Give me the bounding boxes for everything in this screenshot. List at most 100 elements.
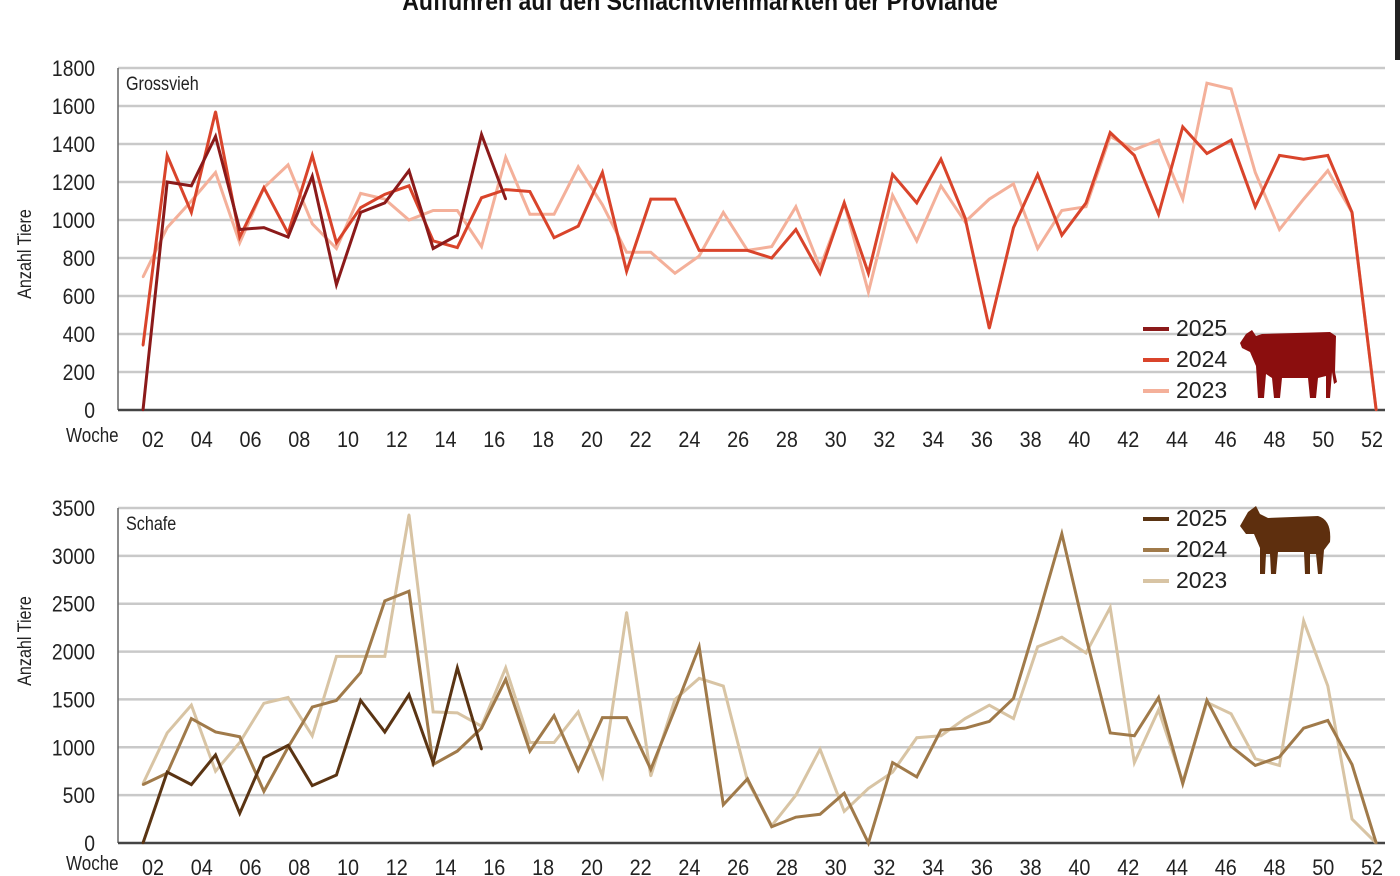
data-point-2024 [818, 272, 822, 275]
series-line-2024 [142, 527, 1378, 848]
data-point-2024 [456, 246, 459, 249]
data-point-2024 [1229, 745, 1233, 748]
data-point-2023 [383, 655, 386, 658]
x-tick-label: 42 [1117, 856, 1139, 875]
x-tick-label: 48 [1263, 428, 1285, 452]
data-point-2025 [480, 133, 483, 136]
data-point-2023 [722, 684, 725, 688]
data-point-2023 [1157, 139, 1160, 142]
data-point-2025 [238, 228, 241, 231]
data-point-2024 [963, 726, 967, 730]
x-tick-label: 08 [288, 428, 310, 452]
data-point-2024 [988, 327, 991, 330]
y-tick-label: 600 [63, 285, 95, 309]
data-point-2023 [1302, 197, 1305, 201]
x-tick-label: 38 [1020, 428, 1042, 452]
data-point-2023 [165, 731, 169, 735]
x-tick-label: 02 [142, 428, 164, 452]
data-point-2023 [528, 741, 532, 744]
data-point-2025 [431, 761, 435, 764]
data-point-2023 [1254, 171, 1257, 174]
data-point-2024 [1326, 154, 1330, 157]
data-point-2025 [165, 770, 169, 774]
data-point-2023 [915, 736, 918, 739]
data-point-2024 [625, 270, 628, 273]
data-point-2024 [722, 249, 725, 252]
data-point-2023 [988, 197, 991, 201]
data-point-2023 [697, 254, 701, 258]
data-point-2023 [939, 734, 943, 737]
data-point-2024 [431, 239, 435, 243]
y-tick-label: 1000 [52, 736, 95, 760]
data-point-2024 [577, 769, 580, 772]
data-point-2023 [1036, 645, 1039, 648]
legend-item-2023: 2023 [1143, 375, 1227, 406]
data-point-2024 [1229, 139, 1233, 142]
data-point-2023 [431, 209, 435, 212]
x-tick-label: 48 [1263, 856, 1285, 875]
data-point-2023 [601, 203, 604, 206]
data-point-2024 [577, 224, 580, 228]
data-point-2024 [649, 197, 652, 201]
data-point-2025 [335, 283, 338, 286]
legend-label: 2025 [1176, 315, 1228, 341]
x-tick-label: 34 [922, 428, 944, 452]
data-point-2024 [1084, 201, 1088, 205]
data-point-2023 [1326, 684, 1330, 688]
x-tick-label: 24 [678, 428, 700, 452]
data-point-2024 [601, 716, 604, 719]
data-point-2025 [214, 753, 217, 757]
data-point-2023 [1229, 87, 1233, 91]
data-point-2024 [794, 228, 798, 231]
data-point-2024 [552, 236, 556, 239]
y-tick-label: 1200 [52, 171, 95, 195]
data-point-2023 [673, 698, 677, 701]
data-point-2024 [988, 720, 991, 723]
data-point-2023 [1326, 169, 1330, 172]
data-point-2024 [1084, 636, 1088, 639]
x-tick-label: 12 [386, 428, 408, 452]
data-point-2023 [407, 218, 411, 222]
x-tick-label: 10 [337, 428, 359, 452]
data-point-2024 [1133, 734, 1136, 737]
legend-swatch [1143, 357, 1169, 362]
legend-label: 2024 [1176, 536, 1228, 562]
data-point-2023 [311, 222, 314, 225]
data-point-2025 [141, 841, 145, 845]
legend-swatch [1143, 516, 1169, 521]
data-point-2025 [504, 197, 507, 201]
data-point-2023 [794, 205, 798, 208]
data-point-2023 [867, 787, 870, 790]
data-point-2024 [238, 235, 241, 239]
x-tick-label: 40 [1068, 856, 1090, 875]
data-point-2023 [891, 194, 894, 197]
data-point-2024 [939, 158, 943, 161]
chart-title: Auffuhren auf den Schlachtviehmärkten de… [402, 0, 998, 16]
x-tick-label: 34 [922, 856, 944, 875]
x-axis-label-bottom: Woche [66, 853, 119, 875]
data-point-2025 [165, 180, 169, 184]
data-point-2024 [673, 197, 677, 201]
data-point-2024 [794, 815, 798, 819]
data-point-2025 [456, 234, 459, 237]
y-tick-label: 0 [84, 399, 95, 423]
data-point-2023 [625, 251, 628, 254]
data-point-2024 [262, 186, 266, 189]
x-tick-label: 52 [1361, 856, 1383, 875]
data-point-2024 [1350, 211, 1354, 214]
data-point-2025 [262, 756, 266, 760]
data-point-2023 [214, 171, 217, 174]
cow-icon [1240, 330, 1337, 398]
data-point-2023 [238, 241, 241, 244]
data-point-2023 [165, 226, 169, 229]
legend-item-2024: 2024 [1143, 534, 1227, 565]
data-point-2023 [456, 209, 459, 212]
data-point-2023 [1157, 708, 1160, 712]
panel-label-schafe: Schafe [126, 514, 177, 535]
data-point-2023 [1060, 636, 1064, 639]
legend-label: 2023 [1176, 377, 1228, 403]
data-point-2024 [1157, 213, 1160, 216]
x-tick-label: 18 [532, 856, 554, 875]
data-point-2024 [1109, 731, 1112, 735]
